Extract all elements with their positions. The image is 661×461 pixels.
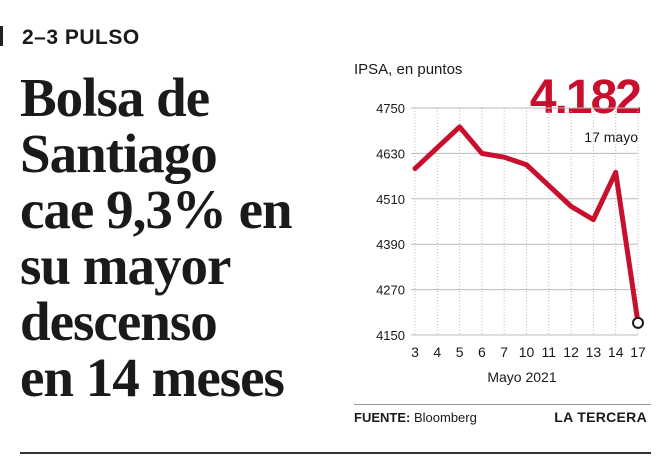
x-tick-label: 4: [433, 344, 441, 360]
y-tick-label: 4510: [376, 192, 405, 207]
x-tick-label: 7: [500, 344, 508, 360]
x-tick-label: 10: [519, 344, 535, 360]
x-axis: 3 4 5 6 7 10 11 12 13 14 17: [411, 344, 646, 360]
highlight-label: 17 mayo: [584, 129, 638, 145]
x-tick-label: 11: [542, 344, 557, 360]
headline-line: cae 9,3% en: [20, 179, 293, 240]
y-axis: 4150 4270 4390 4510 4630 4750: [376, 101, 405, 343]
headline: Bolsa de Santiago cae 9,3% en su mayor d…: [20, 70, 340, 406]
source-value: Bloomberg: [413, 410, 477, 425]
footer-rule: [20, 452, 651, 454]
source-credit: FUENTE: Bloomberg: [354, 410, 477, 425]
chart-title: IPSA, en puntos: [354, 61, 462, 78]
headline-line: Santiago: [20, 123, 218, 184]
headline-line: Bolsa de: [20, 67, 210, 128]
x-tick-label: 13: [586, 344, 602, 360]
series-line: [412, 124, 641, 326]
y-tick-label: 4150: [376, 328, 405, 343]
headline-line: descenso: [20, 291, 218, 352]
last-point-marker: [632, 316, 644, 329]
x-tick-label: 5: [456, 344, 464, 360]
source-label: FUENTE:: [354, 410, 411, 425]
y-tick-label: 4750: [376, 101, 405, 116]
y-tick-label: 4270: [376, 283, 405, 298]
highlight-value: 4.182: [530, 71, 640, 124]
series: [412, 124, 644, 329]
ipsa-line-chart: IPSA, en puntos 4.182 17 mayo 4150 4270 43…: [354, 61, 646, 385]
headline-line: su mayor: [20, 235, 231, 296]
x-tick-label: 17: [630, 344, 646, 360]
x-tick-label: 3: [411, 344, 419, 360]
y-tick-label: 4390: [376, 237, 405, 252]
x-tick-label: 6: [478, 344, 486, 360]
separator: [354, 404, 651, 405]
section-tag: 2–3 PULSO: [22, 26, 140, 49]
x-tick-label: 12: [563, 344, 579, 360]
grid: [411, 107, 639, 336]
headline-line: en 14 meses: [20, 347, 285, 408]
brand-logo-text: LA TERCERA: [554, 409, 647, 425]
y-tick-label: 4630: [376, 146, 405, 161]
chart-container: IPSA, en puntos 4.182 17 mayo 4150 4270 43…: [340, 50, 661, 400]
x-tick-label: 14: [608, 344, 624, 360]
section-rule: [0, 26, 19, 46]
x-axis-label: Mayo 2021: [487, 369, 556, 385]
